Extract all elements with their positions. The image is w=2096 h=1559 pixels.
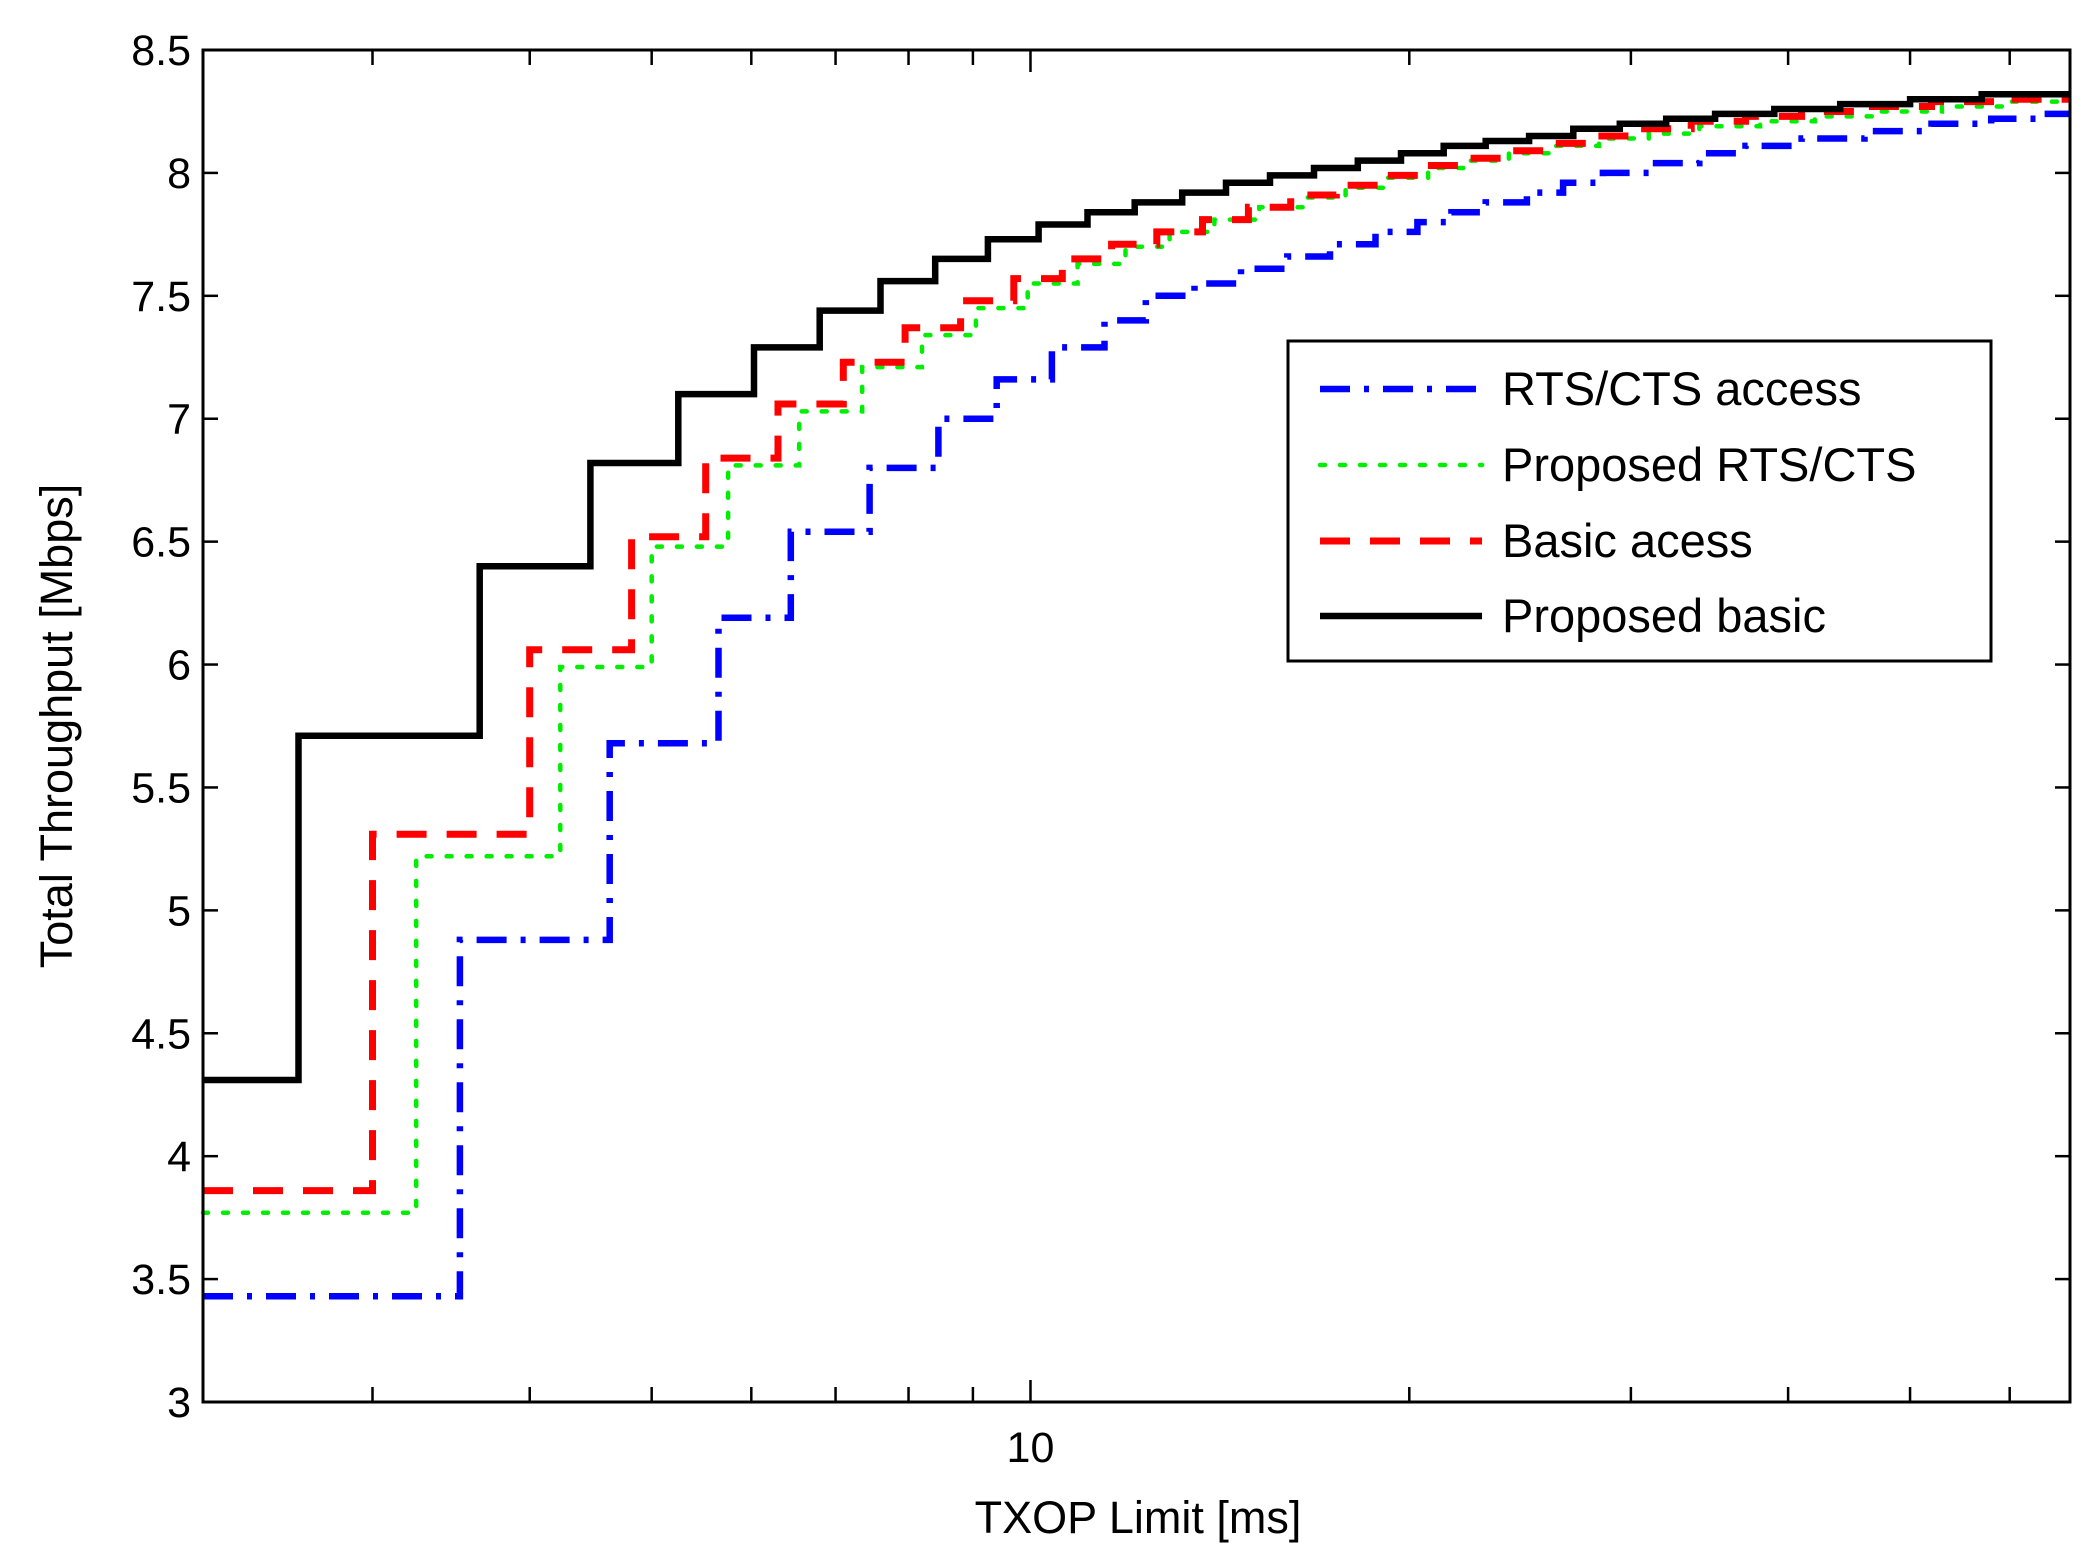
y-tick-label: 6.5 [131,519,191,567]
y-tick-label: 7 [167,396,191,444]
y-tick-label: 6 [167,642,191,690]
legend-box [1286,339,1993,663]
y-tick-label: 5.5 [131,764,191,812]
ticks-layer [203,48,2070,1404]
legend-label-basic-access: Basic acess [1502,514,1753,567]
y-axis-label: Total Throughput [Mbps] [31,484,82,968]
x-tick-label: 10 [1007,1424,1055,1472]
series-line-basic-access [203,95,2070,1195]
legend-label-rts-cts: RTS/CTS access [1502,362,1862,415]
legend: RTS/CTS access Proposed RTS/CTS Basic ac… [1286,339,1993,663]
y-tick-label: 8 [167,150,191,198]
tick-labels-layer: 3 3.5 4 4.5 5 5.5 6 6.5 7 7.5 8 8.5 10 [131,27,1054,1472]
plot-frame [201,48,2072,1404]
legend-label-proposed-rts-cts: Proposed RTS/CTS [1502,438,1916,491]
y-tick-label: 4 [167,1133,191,1181]
series-line-proposed-rts-cts [200,99,2073,1215]
legend-label-proposed-basic: Proposed basic [1502,589,1826,642]
y-tick-label: 3 [167,1379,191,1427]
y-tick-label: 7.5 [131,273,191,321]
y-tick-label: 3.5 [131,1256,191,1304]
series-line-proposed-basic [203,90,2070,1084]
y-tick-label: 5 [167,887,191,935]
y-tick-label: 8.5 [131,27,191,75]
x-axis-label: TXOP Limit [ms] [975,1492,1302,1543]
series-layer [200,90,2073,1300]
series-line-rts-cts-access [203,110,2070,1300]
y-tick-label: 4.5 [131,1010,191,1058]
